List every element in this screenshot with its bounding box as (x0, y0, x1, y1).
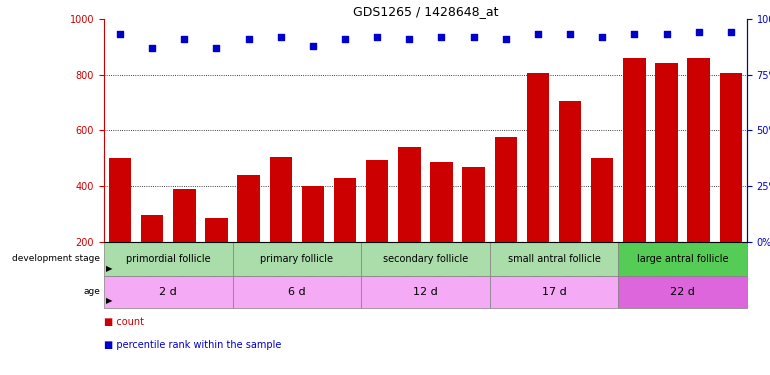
Bar (490, 276, 618, 308)
Bar (302, 186, 324, 242)
Text: ■ count: ■ count (104, 318, 144, 327)
Point (467, 34, 480, 40)
Point (243, 36, 255, 42)
Point (275, 34, 287, 40)
Text: ■ percentile rank within the sample: ■ percentile rank within the sample (104, 340, 281, 350)
Bar (270, 157, 292, 242)
Bar (361, 242, 490, 276)
Text: small antral follicle: small antral follicle (507, 254, 601, 264)
Point (403, 36, 416, 42)
Text: secondary follicle: secondary follicle (383, 254, 468, 264)
Point (628, 32, 641, 38)
Point (178, 36, 190, 42)
Bar (430, 162, 453, 242)
Bar (398, 147, 420, 242)
Point (596, 34, 608, 40)
Bar (720, 73, 742, 242)
Bar (463, 166, 485, 242)
Point (435, 34, 447, 40)
Point (500, 36, 512, 42)
Bar (623, 58, 645, 242)
Bar (141, 215, 163, 242)
Bar (206, 218, 228, 242)
Bar (334, 178, 357, 242)
Point (146, 45, 159, 51)
Text: development stage: development stage (12, 254, 100, 263)
Bar (233, 242, 361, 276)
Point (339, 36, 351, 42)
Bar (618, 242, 747, 276)
Title: GDS1265 / 1428648_at: GDS1265 / 1428648_at (353, 4, 498, 18)
Bar (173, 189, 196, 242)
Bar (490, 242, 618, 276)
Text: primary follicle: primary follicle (260, 254, 333, 264)
Bar (366, 160, 388, 242)
Bar (591, 158, 614, 242)
Bar (104, 242, 233, 276)
Point (532, 32, 544, 38)
Bar (233, 276, 361, 308)
Bar (559, 101, 581, 242)
Point (114, 32, 126, 38)
Text: 12 d: 12 d (413, 286, 438, 297)
Point (564, 32, 576, 38)
Bar (494, 137, 517, 242)
Bar (104, 276, 233, 308)
Text: 2 d: 2 d (159, 286, 177, 297)
Point (661, 32, 673, 38)
Bar (361, 276, 490, 308)
Bar (109, 158, 131, 242)
Bar (688, 58, 710, 242)
Bar (527, 73, 549, 242)
Text: age: age (83, 287, 100, 296)
Text: large antral follicle: large antral follicle (637, 254, 728, 264)
Point (371, 34, 383, 40)
Text: 6 d: 6 d (288, 286, 306, 297)
Point (306, 42, 319, 48)
Point (210, 45, 223, 51)
Text: primordial follicle: primordial follicle (126, 254, 210, 264)
Point (725, 29, 737, 35)
Bar (618, 276, 747, 308)
Point (692, 29, 705, 35)
Text: 17 d: 17 d (541, 286, 567, 297)
Text: ▶: ▶ (105, 264, 112, 273)
Text: 22 d: 22 d (670, 286, 695, 297)
Text: ▶: ▶ (105, 296, 112, 305)
Bar (237, 175, 259, 242)
Bar (655, 63, 678, 242)
